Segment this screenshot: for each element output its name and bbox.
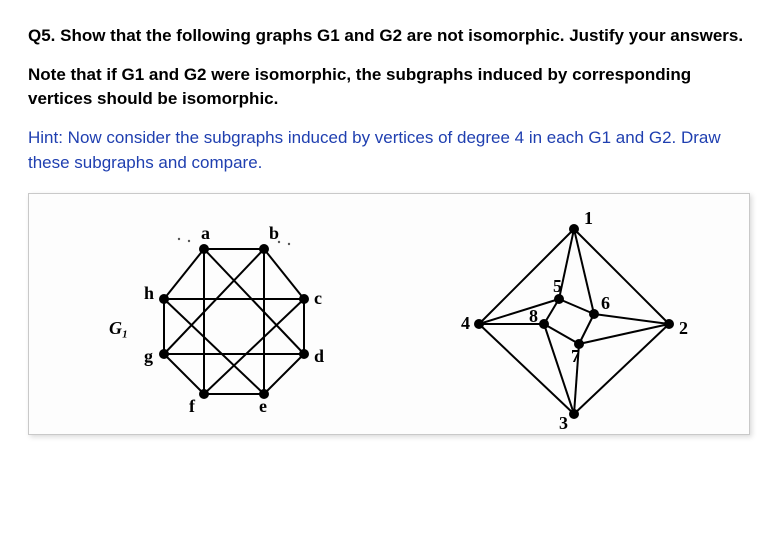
graph-edge — [574, 229, 594, 314]
graph-node — [569, 224, 579, 234]
graph-label: G₁ — [109, 318, 128, 338]
node-label: c — [314, 288, 322, 308]
diagram-container: a b c d e f g h G₁ 1 2 3 4 5 6 7 8 — [28, 193, 750, 435]
node-label: 3 — [559, 413, 568, 433]
node-label: h — [144, 283, 154, 303]
decorative-dot — [288, 243, 290, 245]
graph-edge — [164, 249, 204, 299]
decorative-dot — [188, 240, 190, 242]
node-label: 7 — [571, 346, 580, 366]
node-label: f — [189, 396, 196, 416]
graph-edge — [204, 299, 304, 394]
graph-edge — [579, 324, 669, 344]
graph-edge — [574, 229, 669, 324]
graph-node — [589, 309, 599, 319]
decorative-dot — [178, 238, 180, 240]
graph-node — [259, 244, 269, 254]
node-label: a — [201, 223, 210, 243]
graph-edge — [579, 314, 594, 344]
graphs-svg: a b c d e f g h G₁ 1 2 3 4 5 6 7 8 — [29, 194, 749, 434]
graph-node — [199, 244, 209, 254]
node-label: d — [314, 346, 324, 366]
graph-node — [299, 349, 309, 359]
node-label: 4 — [461, 313, 470, 333]
graph-node — [199, 389, 209, 399]
graph-node — [539, 319, 549, 329]
node-label: g — [144, 346, 153, 366]
graph-edge — [574, 324, 669, 414]
node-label: 5 — [553, 276, 562, 296]
graph-edge — [204, 249, 304, 354]
graph-node — [159, 294, 169, 304]
graph-node — [159, 349, 169, 359]
graph-edge — [264, 354, 304, 394]
graph-node — [664, 319, 674, 329]
node-label: 1 — [584, 208, 593, 228]
node-label: e — [259, 396, 267, 416]
hint-text: Hint: Now consider the subgraphs induced… — [28, 126, 755, 175]
note-text: Note that if G1 and G2 were isomorphic, … — [28, 63, 755, 112]
question-text: Q5. Show that the following graphs G1 an… — [28, 24, 755, 49]
graph-edge — [164, 354, 204, 394]
graph-edge — [164, 249, 264, 354]
node-label: 6 — [601, 293, 610, 313]
graph-node — [569, 409, 579, 419]
node-label: b — [269, 223, 279, 243]
graph-node — [299, 294, 309, 304]
node-label: 8 — [529, 306, 538, 326]
graph-node — [474, 319, 484, 329]
graph-edge — [164, 299, 264, 394]
graph-edge — [559, 299, 594, 314]
node-label: 2 — [679, 318, 688, 338]
graph-edge — [594, 314, 669, 324]
graph-edge — [264, 249, 304, 299]
